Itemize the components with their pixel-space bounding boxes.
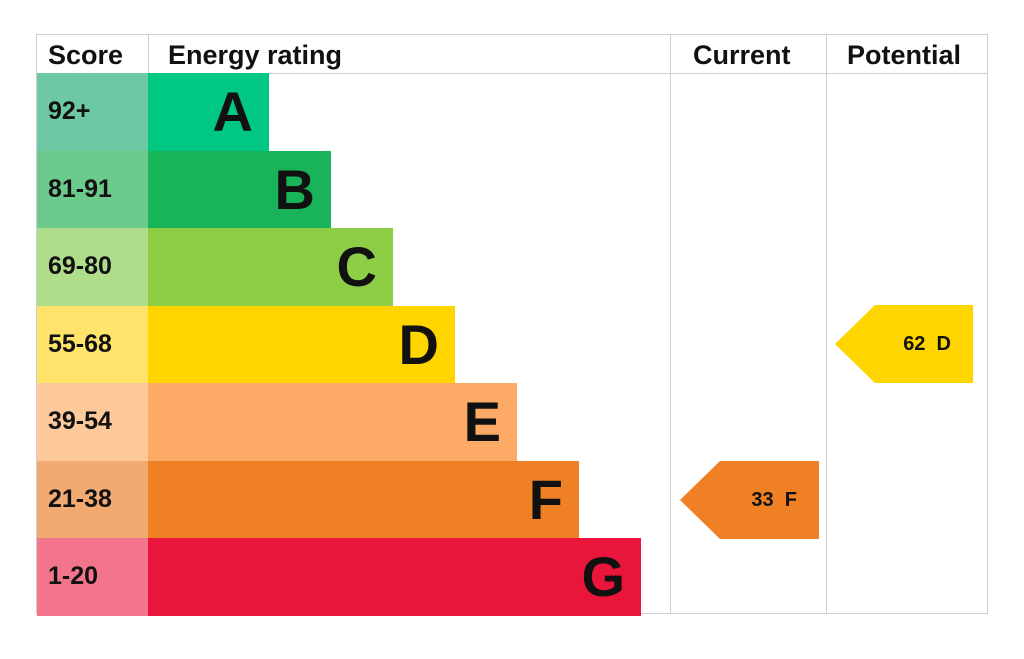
header-score: Score bbox=[48, 40, 124, 70]
divider-score bbox=[148, 35, 149, 73]
band-row-f: 21-38 F bbox=[37, 460, 670, 538]
band-row-a: 92+ A bbox=[37, 73, 670, 151]
band-row-c: 69-80 C bbox=[37, 228, 670, 306]
rating-bar-d: D bbox=[148, 305, 455, 383]
score-range: 69-80 bbox=[37, 228, 148, 306]
band-row-g: 1-20 G bbox=[37, 538, 670, 616]
rating-bar-g: G bbox=[148, 538, 641, 616]
score-range: 39-54 bbox=[37, 383, 148, 461]
band-row-d: 55-68 D bbox=[37, 305, 670, 383]
header-current: Current bbox=[693, 40, 791, 70]
divider-current bbox=[670, 35, 671, 613]
current-rating-arrow: 33 F bbox=[680, 461, 819, 539]
header-energy-rating: Energy rating bbox=[168, 40, 343, 70]
energy-rating-chart: Score Energy rating Current Potential 92… bbox=[36, 34, 988, 616]
score-range: 92+ bbox=[37, 73, 148, 151]
rating-bar-b: B bbox=[148, 150, 331, 228]
potential-rating-label: 62 D bbox=[903, 332, 951, 355]
score-range: 81-91 bbox=[37, 150, 148, 228]
header-divider bbox=[37, 73, 987, 74]
current-rating-label: 33 F bbox=[751, 488, 797, 511]
score-range: 1-20 bbox=[37, 538, 148, 616]
band-row-b: 81-91 B bbox=[37, 150, 670, 228]
rating-bar-e: E bbox=[148, 383, 517, 461]
divider-potential bbox=[826, 35, 827, 613]
header-potential: Potential bbox=[847, 40, 962, 70]
rating-bar-a: A bbox=[148, 73, 269, 151]
rating-bar-c: C bbox=[148, 228, 393, 306]
potential-rating-arrow: 62 D bbox=[835, 305, 973, 383]
band-row-e: 39-54 E bbox=[37, 383, 670, 461]
rating-bar-f: F bbox=[148, 460, 579, 538]
score-range: 55-68 bbox=[37, 305, 148, 383]
score-range: 21-38 bbox=[37, 460, 148, 538]
